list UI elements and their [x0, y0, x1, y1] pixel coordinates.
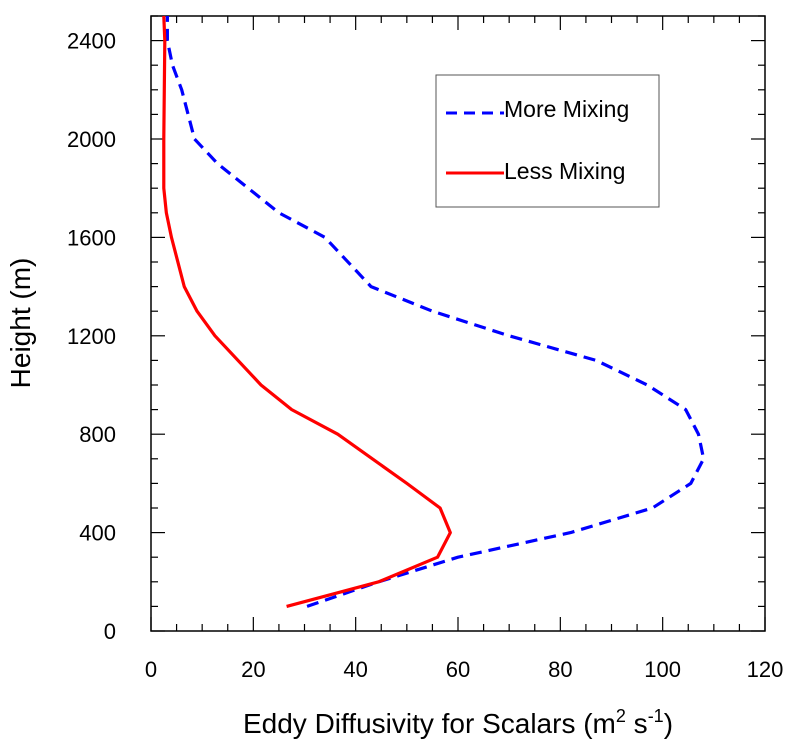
y-tick-label: 1200	[67, 324, 116, 349]
x-tick-label: 120	[747, 657, 784, 682]
y-axis-title: Height (m)	[5, 258, 36, 389]
legend-box	[435, 74, 660, 208]
y-tick-label: 0	[104, 619, 116, 644]
y-tick-label: 800	[79, 422, 116, 447]
x-tick-label: 20	[241, 657, 265, 682]
x-tick-label: 60	[446, 657, 470, 682]
y-tick-label: 1600	[67, 225, 116, 250]
legend-label-less-mixing: Less Mixing	[504, 158, 625, 184]
x-tick-label: 40	[343, 657, 367, 682]
axis-ticks	[150, 15, 766, 632]
series-line-more-mixing	[165, 16, 706, 608]
series-line-less-mixing	[162, 15, 452, 608]
x-axis-title: Eddy Diffusivity for Scalars (m2 s-1)	[243, 706, 673, 739]
y-tick-labels: 0 400 800 1200 1600 2000 2400	[67, 29, 116, 644]
y-tick-label: 2400	[67, 29, 116, 54]
legend-label-more-mixing: More Mixing	[504, 96, 629, 122]
x-tick-label: 80	[548, 657, 572, 682]
y-tick-label: 2000	[67, 127, 116, 152]
series-layer	[162, 15, 706, 608]
x-tick-labels: 0 20 40 60 80 100 120	[145, 657, 783, 682]
y-tick-label: 400	[79, 521, 116, 546]
x-tick-label: 0	[145, 657, 157, 682]
legend: More Mixing Less Mixing	[435, 74, 660, 208]
x-tick-label: 100	[644, 657, 681, 682]
